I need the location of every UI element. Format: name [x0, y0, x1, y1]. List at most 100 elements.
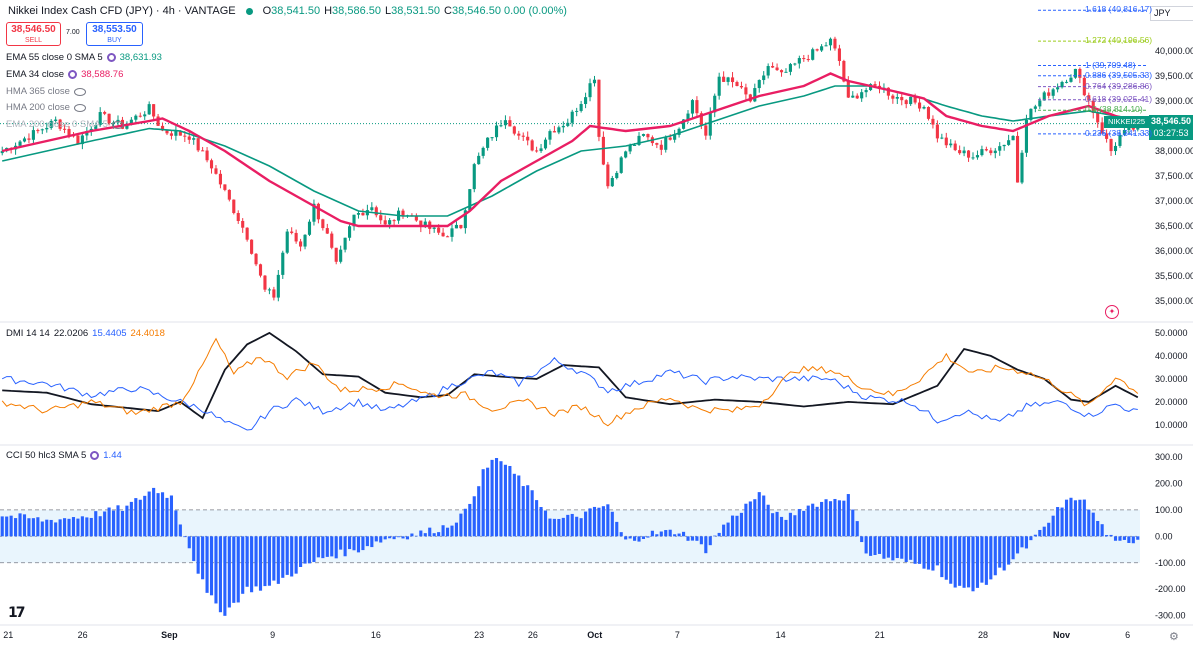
cci-bar — [1109, 534, 1113, 537]
candle-body — [307, 221, 312, 235]
alert-icon[interactable]: ✦ — [1105, 305, 1119, 319]
candle-body — [379, 215, 383, 221]
symbol-title[interactable]: Nikkei Index Cash CFD (JPY) · 4h · VANTA… — [8, 5, 236, 17]
candle-body — [1038, 100, 1042, 107]
cci-bar — [120, 510, 125, 537]
cci-bar — [673, 534, 677, 537]
hidden-eye-icon[interactable] — [73, 87, 86, 96]
hidden-eye-icon[interactable] — [73, 103, 86, 112]
cci-bar — [187, 536, 191, 549]
cci-bar — [779, 516, 784, 537]
cci-bar — [98, 516, 102, 537]
cci-bar — [922, 536, 926, 569]
candle-body — [459, 224, 463, 229]
chart-settings-gear-icon[interactable]: ⚙ — [1169, 631, 1179, 643]
settings-gear-icon[interactable] — [68, 70, 78, 79]
cci-bar — [134, 498, 138, 537]
candle-body — [886, 87, 890, 96]
legend-label: EMA 34 close — [6, 69, 65, 80]
candle-body — [0, 151, 4, 154]
cci-bar — [677, 533, 681, 537]
candle-body — [592, 79, 597, 84]
currency-selector[interactable]: JPY — [1150, 6, 1193, 21]
candle-body — [316, 203, 320, 220]
cci-bar — [263, 536, 267, 587]
candle-body — [690, 100, 695, 114]
cci-bar — [22, 514, 27, 537]
cci-bar — [45, 519, 49, 537]
candle-body — [659, 144, 663, 150]
buy-button[interactable]: 38,553.50 BUY — [86, 22, 143, 46]
cci-bar — [664, 530, 668, 537]
price-tick-label: 40,000.00 — [1155, 46, 1193, 56]
candle-body — [851, 95, 855, 98]
price-tick-label: 39,000.00 — [1155, 96, 1193, 106]
candle-body — [183, 135, 187, 137]
legend-cci[interactable]: CCI 50 hlc3 SMA 5 1.44 — [6, 450, 122, 461]
candle-body — [152, 104, 156, 117]
dmi-lines — [1, 331, 1139, 431]
legend-ema55[interactable]: EMA 55 close 0 SMA 5 38,631.93 — [6, 52, 162, 63]
cci-bar — [739, 512, 744, 537]
cci-bar — [472, 496, 476, 537]
ohlc-value: 38,541.50 — [271, 5, 321, 17]
cci-bar — [165, 497, 169, 537]
price-tick-label: 35,500.00 — [1155, 271, 1193, 281]
cci-bar — [18, 513, 22, 537]
cci-bar — [423, 533, 427, 537]
legend-ema34[interactable]: EMA 34 close 38,588.76 — [6, 69, 123, 80]
candle-body — [147, 104, 151, 115]
candle-body — [401, 210, 405, 216]
cci-bar — [1073, 500, 1077, 537]
cci-bar — [619, 532, 623, 537]
cci-bar — [601, 506, 605, 537]
settings-gear-icon[interactable] — [90, 451, 100, 460]
cci-bar — [517, 475, 521, 537]
candle-body — [762, 75, 766, 81]
legend-dmi[interactable]: DMI 14 14 22.0206 15.4405 24.4018 — [6, 328, 165, 339]
cci-bar — [209, 536, 214, 596]
cci-bar — [80, 516, 84, 537]
cci-bar — [1113, 536, 1118, 541]
settings-gear-icon[interactable] — [106, 53, 116, 62]
candle-body — [388, 220, 392, 225]
ohlc-key: C — [444, 5, 452, 17]
cci-bar — [1015, 536, 1020, 554]
legend-ema200[interactable]: EMA 200 close 0 SMA 5 — [6, 119, 124, 130]
candle-body — [971, 157, 975, 159]
cci-bar — [1033, 534, 1037, 537]
sell-button[interactable]: 38,546.50 SELL — [6, 22, 61, 46]
cci-bar — [374, 536, 378, 542]
cci-bar — [570, 513, 574, 537]
candle-body — [1105, 133, 1109, 139]
cci-bar — [695, 536, 699, 541]
cci-bar — [1105, 535, 1109, 537]
cci-bar — [1051, 515, 1055, 537]
candle-body — [321, 219, 325, 229]
candle-body — [76, 135, 80, 145]
candle-body — [192, 138, 196, 140]
candle-body — [575, 110, 579, 112]
cci-bar — [361, 536, 365, 551]
cci-bar — [1020, 536, 1024, 548]
cci-bar — [223, 536, 227, 616]
candle-body — [312, 203, 316, 222]
cci-bar — [111, 510, 116, 537]
candle-body — [530, 140, 534, 151]
legend-hma200[interactable]: HMA 200 close — [6, 102, 86, 113]
ohlc-key: H — [324, 5, 333, 17]
cci-bar — [771, 513, 775, 537]
candle-body — [980, 149, 984, 156]
hidden-eye-icon[interactable] — [111, 120, 124, 129]
cci-bar — [588, 508, 592, 537]
dmi-tick-label: 20.0000 — [1155, 397, 1188, 407]
candle-body — [766, 66, 770, 76]
legend-hma365[interactable]: HMA 365 close — [6, 86, 86, 97]
cci-bar — [503, 464, 507, 537]
candle-body — [63, 128, 67, 130]
candle-body — [352, 214, 356, 227]
candle-body — [383, 220, 387, 225]
candle-body — [1007, 140, 1011, 145]
cci-bar — [1038, 529, 1042, 537]
